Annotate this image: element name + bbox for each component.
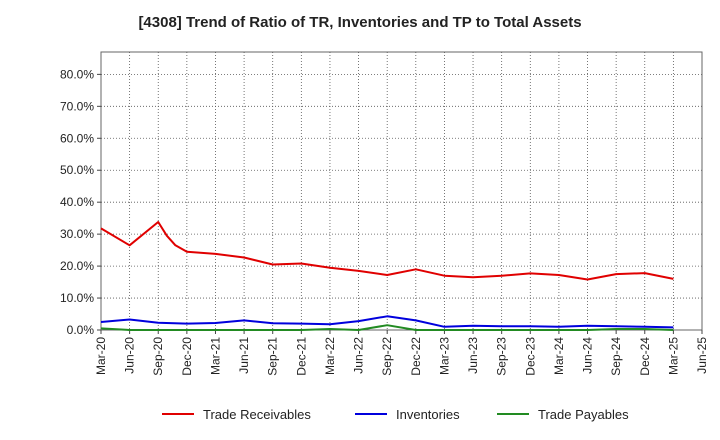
legend-label-inventories: Inventories <box>396 407 460 422</box>
x-tick-label: Jun-23 <box>466 337 480 374</box>
series-lines <box>100 221 674 331</box>
x-tick-label: Dec-23 <box>523 337 537 376</box>
x-tick-label: Jun-20 <box>123 337 137 374</box>
grid-lines <box>101 52 702 330</box>
series-line-inventories <box>100 315 674 329</box>
x-tick-label: Mar-25 <box>666 337 680 375</box>
series-line-trade-payables <box>100 324 674 331</box>
x-tick-label: Sep-22 <box>380 337 394 376</box>
x-tick-label: Mar-24 <box>552 337 566 375</box>
x-tick-label: Dec-24 <box>638 337 652 376</box>
legend: Trade Receivables Inventories Trade Payabl… <box>162 407 629 422</box>
x-tick-label: Jun-25 <box>695 337 709 374</box>
series-line-trade-receivables <box>100 221 674 281</box>
y-axis: 0.0% 10.0% 20.0% 30.0% 40.0% 50.0% 60.0% 70.0% 8… <box>60 67 101 337</box>
x-tick-label: Mar-23 <box>437 337 451 375</box>
x-axis: Mar-20 Jun-20 Sep-20 Dec-20 Mar-21 Jun-21 Sep-… <box>94 330 709 376</box>
legend-label-trade-receivables: Trade Receivables <box>203 407 311 422</box>
y-tick-label: 80.0% <box>60 67 94 81</box>
x-tick-label: Jun-22 <box>352 337 366 374</box>
chart-title: [4308] Trend of Ratio of TR, Inventories… <box>138 14 582 31</box>
y-tick-label: 10.0% <box>60 291 94 305</box>
y-tick-label: 50.0% <box>60 163 94 177</box>
y-tick-label: 70.0% <box>60 99 94 113</box>
y-tick-label: 60.0% <box>60 131 94 145</box>
x-tick-label: Dec-20 <box>180 337 194 376</box>
y-tick-label: 20.0% <box>60 259 94 273</box>
x-tick-label: Sep-20 <box>151 337 165 376</box>
y-tick-label: 0.0% <box>67 323 95 337</box>
x-tick-label: Mar-21 <box>208 337 222 375</box>
x-tick-label: Mar-20 <box>94 337 108 375</box>
x-tick-label: Mar-22 <box>323 337 337 375</box>
legend-label-trade-payables: Trade Payables <box>538 407 629 422</box>
x-tick-label: Sep-24 <box>609 337 623 376</box>
x-tick-label: Sep-21 <box>266 337 280 376</box>
y-tick-label: 30.0% <box>60 227 94 241</box>
plot-area <box>100 51 703 331</box>
x-tick-label: Jun-24 <box>581 337 595 374</box>
y-tick-label: 40.0% <box>60 195 94 209</box>
x-tick-label: Dec-21 <box>294 337 308 376</box>
x-tick-label: Dec-22 <box>409 337 423 376</box>
x-tick-label: Jun-21 <box>237 337 251 374</box>
x-tick-label: Sep-23 <box>495 337 509 376</box>
